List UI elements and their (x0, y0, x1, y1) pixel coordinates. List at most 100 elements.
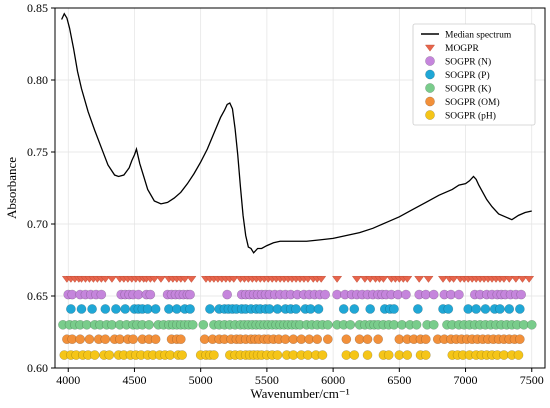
circle-marker (313, 304, 324, 314)
circle-marker (312, 334, 323, 345)
circle-marker (198, 319, 209, 330)
x-tick-label: 7000 (454, 373, 478, 387)
legend-item: SOGPR (N) (425, 56, 491, 68)
triangle-marker (448, 276, 459, 283)
circle-marker (104, 350, 115, 360)
legend-label: SOGPR (OM) (445, 97, 500, 108)
circle-marker (338, 304, 349, 314)
circle-marker (323, 334, 333, 345)
series-sogpr-ph (59, 350, 524, 360)
series-sogpr-k (58, 319, 537, 330)
legend-item: Median spectrum (421, 31, 512, 41)
circle-marker (515, 334, 525, 345)
triangle-marker (438, 276, 449, 283)
circle-marker (373, 334, 383, 345)
circle-marker (323, 319, 333, 330)
circle-marker (365, 304, 375, 314)
legend-label: SOGPR (pH) (445, 111, 496, 122)
x-tick-label: 6000 (321, 373, 345, 387)
circle-marker (349, 304, 360, 314)
legend-item: SOGPR (pH) (425, 110, 496, 122)
circle-marker (89, 350, 100, 360)
circle-marker (144, 319, 154, 330)
series-sogpr-p (66, 304, 525, 314)
circle-marker (84, 334, 95, 345)
circle-marker (389, 304, 399, 314)
circle-marker (150, 334, 161, 345)
circle-marker (443, 304, 454, 314)
y-tick-label: 0.80 (27, 73, 48, 87)
circle-marker (120, 304, 130, 314)
legend-box (412, 23, 536, 126)
legend-circle-swatch (425, 110, 435, 120)
circle-marker (471, 304, 481, 314)
circle-marker (454, 289, 464, 300)
legend-triangle-swatch (425, 44, 435, 52)
triangle-marker (332, 276, 343, 283)
circle-marker (145, 289, 156, 300)
circle-marker (111, 304, 121, 314)
circle-marker (87, 304, 97, 314)
selection-markers (58, 276, 537, 360)
circle-marker (317, 350, 328, 360)
triangle-marker (423, 276, 434, 283)
triangle-marker (517, 276, 528, 283)
legend-label: SOGPR (K) (445, 84, 491, 95)
circle-marker (413, 304, 423, 314)
circle-marker (272, 350, 283, 360)
legend-circle-swatch (425, 69, 435, 80)
triangle-marker (351, 276, 362, 283)
y-axis-label: Absorbance (4, 157, 19, 219)
circle-marker (411, 319, 422, 330)
triangle-marker (414, 276, 425, 283)
circle-marker (362, 350, 373, 360)
circle-marker (513, 350, 524, 360)
circle-marker (76, 304, 87, 314)
circle-marker (177, 350, 187, 360)
triangle-marker (186, 276, 197, 283)
circle-marker (185, 289, 195, 300)
triangle-marker (179, 276, 190, 283)
legend-item: SOGPR (OM) (425, 96, 500, 108)
circle-marker (291, 304, 301, 314)
triangle-marker (316, 276, 327, 283)
legend-item: SOGPR (K) (425, 83, 491, 95)
x-tick-label: 4000 (56, 373, 80, 387)
legend: Median spectrum MOGPR SOGPR (N) SOGPR (P) SO… (412, 23, 536, 126)
circle-marker (205, 304, 215, 314)
legend-label: Median spectrum (445, 31, 512, 41)
y-tick-label: 0.65 (27, 289, 48, 303)
y-tick-label: 0.60 (27, 361, 48, 375)
x-tick-label: 6500 (387, 373, 411, 387)
triangle-marker (149, 276, 160, 283)
axis-ticks: 4000 4500 5000 5500 6000 6500 7000 7500 0.60 0.65… (27, 1, 544, 387)
circle-marker (320, 289, 330, 300)
circle-marker (209, 350, 219, 360)
triangle-marker (228, 276, 239, 283)
median-spectrum-line (61, 12, 532, 254)
circle-marker (515, 304, 525, 314)
circle-marker (428, 319, 439, 330)
y-tick-label: 0.75 (27, 145, 48, 159)
y-tick-label: 0.70 (27, 217, 48, 231)
legend-circle-swatch (425, 83, 435, 93)
triangle-marker (378, 276, 389, 283)
triangle-marker (155, 276, 166, 283)
circle-marker (341, 334, 352, 345)
y-tick-label: 0.85 (27, 1, 48, 15)
x-tick-label: 4500 (122, 373, 146, 387)
x-axis-label: Wavenumber/cm⁻¹ (250, 386, 349, 401)
legend-item: SOGPR (P) (425, 69, 490, 81)
triangle-marker (402, 276, 413, 283)
triangle-marker (510, 276, 521, 283)
circle-marker (362, 334, 373, 345)
series-sogpr-om (62, 334, 525, 345)
circle-marker (100, 334, 111, 345)
circle-marker (421, 334, 431, 345)
circle-marker (516, 289, 526, 300)
circle-marker (128, 334, 138, 345)
triangle-marker (524, 276, 535, 283)
legend-label: SOGPR (N) (445, 57, 491, 68)
circle-marker (421, 350, 431, 360)
